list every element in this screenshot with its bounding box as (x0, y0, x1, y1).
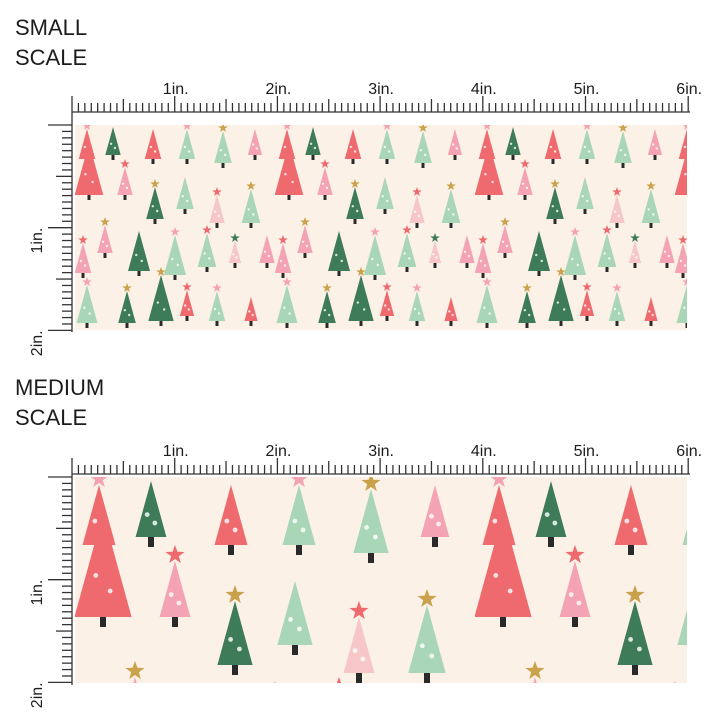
ruler-label: 1in. (29, 228, 46, 254)
ruler-label: 4in. (471, 443, 497, 460)
fabric-swatch (75, 125, 687, 330)
section-title: SCALE (15, 45, 87, 70)
ruler-label: 1in. (163, 443, 189, 460)
ruler-label: 2in. (266, 81, 292, 98)
section-title: MEDIUM (15, 375, 104, 400)
ruler-label: 5in. (574, 81, 600, 98)
scale-section: MEDIUM SCALE 1in. 2in. 3in. 4in. 5in. 6in. 1in. 2… (15, 375, 702, 708)
ruler-label: 2in. (29, 682, 46, 708)
ruler-label: 1in. (163, 81, 189, 98)
ruler-label: 4in. (471, 81, 497, 98)
section-title: SCALE (15, 405, 87, 430)
ruler-label: 3in. (368, 81, 394, 98)
scale-section: SMALL SCALE 1in. 2in. 3in. 4in. 5in. 6in. 1in. 2i… (15, 15, 702, 356)
ruler-label: 6in. (676, 81, 702, 98)
ruler-label: 1in. (29, 580, 46, 606)
ruler-label: 2in. (29, 330, 46, 356)
ruler-label: 3in. (368, 443, 394, 460)
ruler-label: 5in. (574, 443, 600, 460)
ruler-label: 6in. (676, 443, 702, 460)
section-title: SMALL (15, 15, 87, 40)
fabric-swatch (75, 477, 687, 683)
ruler-label: 2in. (266, 443, 292, 460)
